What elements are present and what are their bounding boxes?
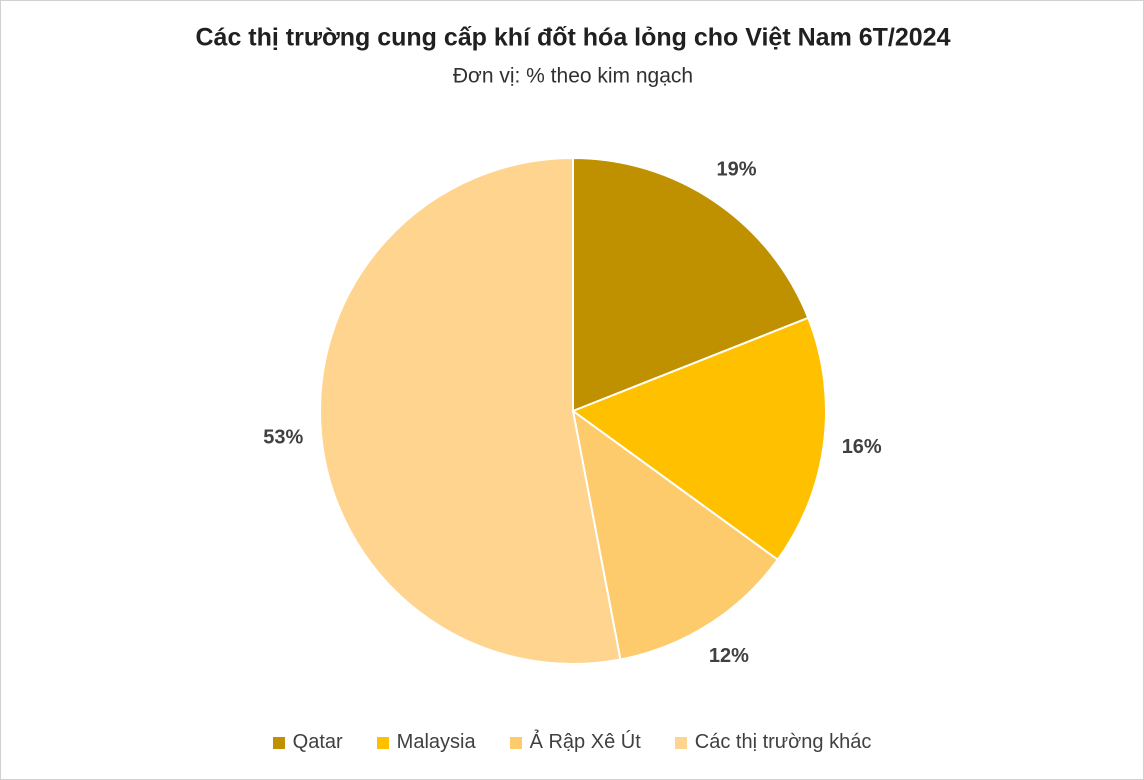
legend-label: Ả Rập Xê Út	[529, 731, 641, 753]
legend-label: Malaysia	[396, 731, 476, 753]
pie-slice	[319, 156, 622, 665]
legend-swatch	[674, 736, 687, 749]
pie-slice	[570, 316, 827, 562]
legend: Qatar Malaysia Ả Rập Xê Út Các thị trường k…	[1, 731, 1143, 754]
chart-title: Các thị trường cung cấp khí đốt hóa lỏng…	[196, 24, 951, 52]
legend-swatch	[376, 736, 389, 749]
legend-item: Qatar	[272, 731, 343, 754]
data-label: 19%	[717, 159, 757, 181]
data-label: 16%	[842, 436, 882, 458]
legend-item: Các thị trường khác	[674, 731, 872, 754]
data-label: 53%	[263, 427, 303, 449]
chart-subtitle: Đơn vị: % theo kim ngạch	[453, 65, 693, 88]
chart: Các thị trường cung cấp khí đốt hóa lỏng…	[196, 24, 951, 667]
legend-swatch	[272, 736, 285, 749]
legend-item: Ả Rập Xê Út	[509, 731, 641, 754]
legend-swatch	[509, 736, 522, 749]
pie-slice	[571, 408, 780, 661]
legend-label: Qatar	[292, 731, 343, 753]
pie-slice	[572, 156, 810, 413]
data-label: 12%	[709, 645, 749, 667]
legend-item: Malaysia	[376, 731, 476, 754]
legend-label: Các thị trường khác	[694, 731, 872, 753]
